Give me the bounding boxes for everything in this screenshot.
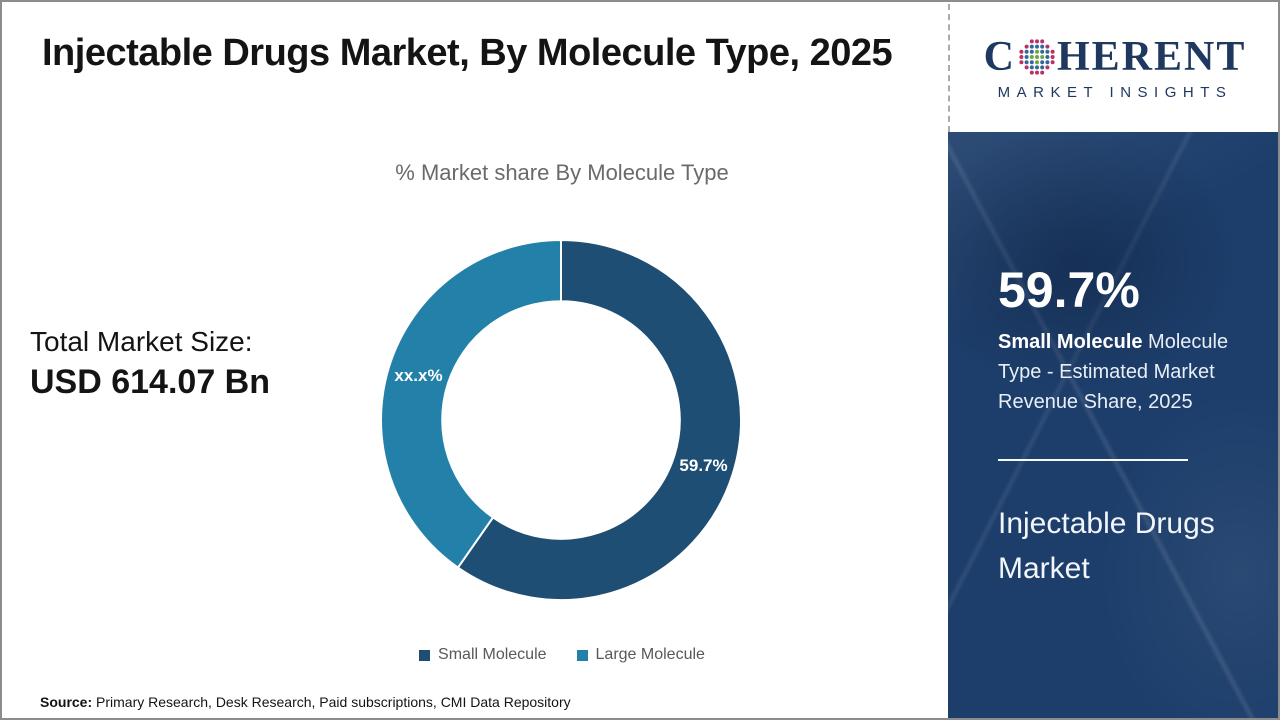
globe-dot (1029, 44, 1034, 49)
globe-dot (1040, 54, 1045, 59)
highlight-stat-description: Small Molecule Molecule Type - Estimated… (998, 327, 1240, 417)
highlight-stat-value: 59.7% (998, 262, 1140, 318)
globe-dot (1045, 59, 1050, 64)
logo-subtitle: MARKET INSIGHTS (997, 83, 1233, 101)
donut-chart: 59.7% xx.x% (371, 230, 751, 610)
logo-letter-c: C (983, 33, 1016, 80)
legend-swatch-icon (419, 649, 431, 661)
legend-label: Small Molecule (438, 646, 547, 663)
globe-dot (1024, 49, 1029, 54)
chart-legend: Small Molecule Large Molecule (282, 646, 842, 664)
globe-dot (1040, 59, 1045, 64)
source-label: Source: (40, 694, 93, 710)
panel-report-title: Injectable Drugs Market (998, 506, 1215, 585)
globe-dot (1034, 64, 1039, 69)
globe-dot (1040, 44, 1045, 49)
globe-dot (1029, 59, 1034, 64)
globe-dot (1050, 54, 1055, 59)
globe-dot (1040, 70, 1045, 75)
globe-dot (1019, 49, 1024, 54)
slice-label: xx.x% (394, 366, 442, 385)
page-title: Injectable Drugs Market, By Molecule Typ… (42, 32, 893, 74)
globe-dot (1029, 49, 1034, 54)
globe-dot (1034, 38, 1039, 43)
total-market-size: Total Market Size: USD 614.07 Bn (30, 324, 270, 405)
highlight-stat-rest: Molecule Type - Estimated Market Revenue… (998, 330, 1229, 413)
total-market-size-label: Total Market Size: (30, 326, 253, 357)
globe-dot (1045, 44, 1050, 49)
globe-dot (1040, 49, 1045, 54)
globe-dot (1034, 44, 1039, 49)
globe-dot (1024, 64, 1029, 69)
globe-dot (1019, 59, 1024, 64)
globe-dot (1050, 59, 1055, 64)
globe-dot (1029, 70, 1034, 75)
globe-dot (1029, 64, 1034, 69)
highlight-stat-bold: Small Molecule (998, 330, 1143, 353)
source-note: Source: Primary Research, Desk Research,… (40, 694, 571, 710)
globe-dot (1034, 70, 1039, 75)
globe-dot (1029, 54, 1034, 59)
legend-item-small-molecule: Small Molecule (419, 646, 547, 664)
slice-label: 59.7% (679, 456, 727, 475)
globe-dot (1045, 64, 1050, 69)
dotted-globe-icon (1019, 38, 1055, 75)
total-market-size-value: USD 614.07 Bn (30, 363, 270, 402)
logo-wordmark: C HERENT (984, 36, 1247, 78)
globe-dot (1024, 54, 1029, 59)
donut-slice-small-molecule (456, 238, 742, 601)
globe-dot (1045, 49, 1050, 54)
donut-slice-large-molecule (380, 238, 562, 569)
highlight-panel: 59.7% Small Molecule Molecule Type - Est… (948, 132, 1278, 718)
globe-dot (1024, 44, 1029, 49)
globe-dot (1034, 54, 1039, 59)
globe-dot (1050, 49, 1055, 54)
globe-dot (1045, 54, 1050, 59)
donut-chart-svg: 59.7% xx.x% (380, 238, 742, 601)
globe-dot (1034, 49, 1039, 54)
source-text: Primary Research, Desk Research, Paid su… (92, 694, 571, 710)
globe-dot (1040, 64, 1045, 69)
brand-logo: C HERENT MARKET INSIGHTS (948, 4, 1278, 132)
globe-dot (1029, 38, 1034, 43)
legend-label: Large Molecule (595, 646, 705, 663)
globe-dot (1019, 54, 1024, 59)
panel-divider (998, 458, 1188, 461)
logo-word-rest: HERENT (1056, 33, 1247, 80)
legend-item-large-molecule: Large Molecule (576, 646, 705, 664)
chart-title: % Market share By Molecule Type (395, 160, 729, 185)
globe-dot (1024, 59, 1029, 64)
legend-swatch-icon (576, 649, 588, 661)
globe-dot (1034, 59, 1039, 64)
globe-dot (1040, 38, 1045, 43)
